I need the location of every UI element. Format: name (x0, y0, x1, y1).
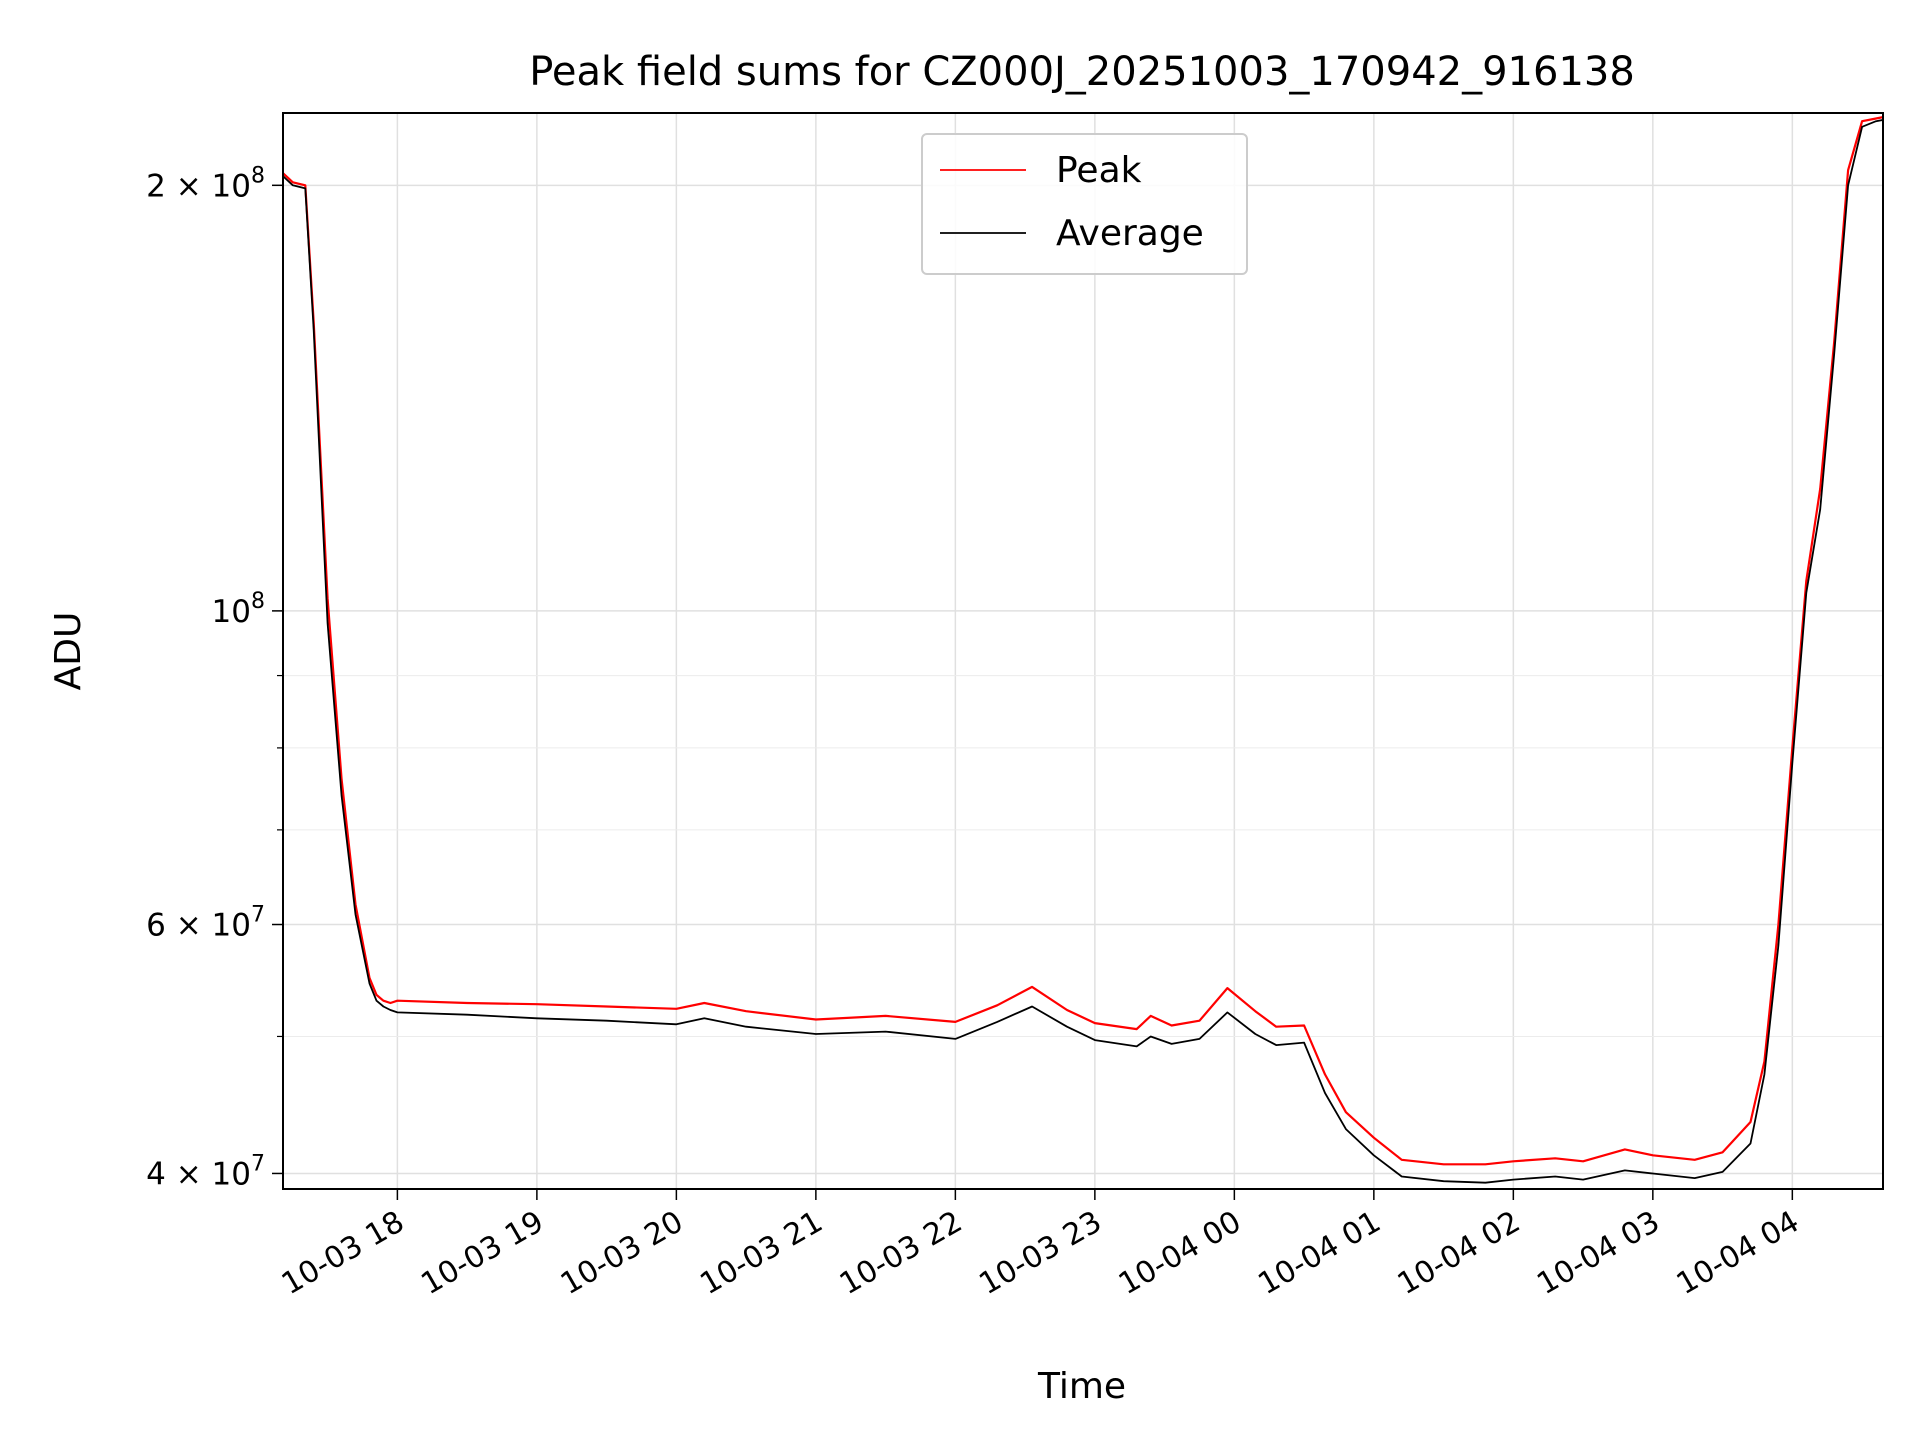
y-tick-label: 108 (212, 589, 265, 630)
legend-label-average: Average (1056, 213, 1204, 254)
chart-title: Peak field sums for CZ000J_20251003_1709… (529, 49, 1635, 95)
y-tick-label: 2 × 108 (146, 163, 265, 204)
y-axis-label: ADU (48, 612, 89, 691)
series-line-peak (283, 116, 1883, 1166)
y-tick-label: 4 × 107 (146, 1151, 265, 1192)
plot-area-frame (282, 112, 1884, 1190)
legend-box (921, 133, 1248, 275)
legend-label-peak: Peak (1056, 150, 1142, 191)
x-axis-label: Time (1037, 1366, 1126, 1407)
legend: Peak Average (921, 133, 1248, 275)
series-line-average (283, 119, 1883, 1184)
y-tick-label: 6 × 107 (146, 903, 265, 944)
plot-series (283, 116, 1883, 1184)
